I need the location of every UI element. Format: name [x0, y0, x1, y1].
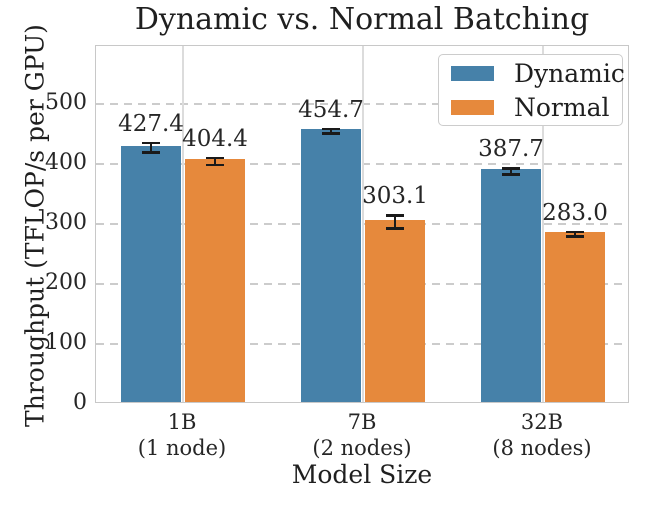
plot-area: Dynamic Normal 427.4 454.7 387.7 404.4 303.1… — [95, 45, 629, 403]
x-tick-7b: 7B (2 nodes) — [312, 409, 411, 461]
bar-normal-1b — [185, 159, 245, 402]
y-tick-label-400: 400 — [45, 150, 87, 175]
value-label-dynamic-32b: 387.7 — [478, 136, 544, 163]
error-bar-line — [393, 214, 397, 230]
value-label-dynamic-7b: 454.7 — [298, 96, 364, 123]
x-tick-sublabel-7b: (2 nodes) — [312, 436, 412, 460]
vertical-gridline-32b — [542, 46, 544, 402]
gridline-y-100 — [96, 343, 628, 345]
value-label-normal-32b: 283.0 — [542, 199, 608, 226]
legend-label-dynamic: Dynamic — [514, 58, 625, 88]
error-bar-line — [573, 230, 577, 238]
y-tick-label-300: 300 — [45, 210, 87, 235]
legend: Dynamic Normal — [438, 54, 625, 126]
gridline-y-500 — [96, 103, 628, 105]
error-bar-line — [509, 167, 513, 176]
value-label-normal-7b: 303.1 — [362, 183, 428, 210]
value-label-normal-1b: 404.4 — [182, 125, 248, 152]
gridline-y-300 — [96, 223, 628, 225]
legend-item-normal: Normal — [451, 95, 612, 120]
error-bar-cap — [206, 156, 224, 160]
error-bar-normal-32b — [566, 230, 584, 238]
vertical-gridline-1b — [182, 46, 184, 402]
error-bar-cap — [566, 230, 584, 234]
legend-item-dynamic: Dynamic — [451, 61, 625, 86]
x-tick-1b: 1B (1 node) — [138, 409, 226, 461]
error-bar-cap — [142, 141, 160, 145]
y-tick-label-100: 100 — [45, 330, 87, 355]
bar-dynamic-32b — [481, 169, 541, 402]
error-bar-cap — [322, 132, 340, 135]
error-bar-dynamic-7b — [322, 127, 340, 135]
error-bar-line — [149, 141, 153, 154]
x-tick-label-7b: 7B — [347, 410, 377, 434]
bar-normal-32b — [545, 232, 605, 402]
x-tick-32b: 32B (8 nodes) — [492, 409, 591, 461]
y-tick-label-500: 500 — [45, 90, 87, 115]
error-bar-cap — [566, 235, 584, 238]
bar-normal-7b — [365, 220, 425, 402]
error-bar-normal-1b — [206, 156, 224, 167]
bar-dynamic-1b — [121, 145, 181, 402]
legend-label-normal: Normal — [514, 92, 610, 122]
error-bar-cap — [322, 127, 340, 131]
value-label-dynamic-1b: 427.4 — [118, 110, 184, 137]
vertical-gridline-7b — [362, 46, 364, 402]
error-bar-line — [213, 156, 217, 167]
x-tick-label-32b: 32B — [520, 410, 564, 434]
error-bar-cap — [142, 151, 160, 154]
legend-swatch-normal — [451, 99, 494, 115]
error-bar-dynamic-1b — [142, 141, 160, 154]
error-bar-cap — [386, 227, 404, 230]
error-bar-normal-7b — [386, 214, 404, 230]
legend-swatch-dynamic — [451, 65, 494, 81]
bar-dynamic-7b — [301, 129, 361, 402]
x-tick-sublabel-32b: (8 nodes) — [492, 436, 592, 460]
error-bar-cap — [386, 214, 404, 217]
gridline-y-200 — [96, 283, 628, 285]
y-tick-label-200: 200 — [45, 270, 87, 295]
error-bar-cap — [206, 163, 224, 167]
gridline-y-400 — [96, 163, 628, 165]
x-tick-label-1b: 1B — [167, 410, 197, 434]
chart-title: Dynamic vs. Normal Batching — [134, 2, 590, 37]
x-tick-sublabel-1b: (1 node) — [137, 436, 227, 460]
x-axis-label: Model Size — [291, 460, 433, 489]
error-bar-line — [329, 127, 333, 135]
error-bar-dynamic-32b — [502, 167, 520, 176]
error-bar-cap — [502, 173, 520, 176]
y-tick-label-0: 0 — [73, 390, 87, 415]
error-bar-cap — [502, 167, 520, 170]
